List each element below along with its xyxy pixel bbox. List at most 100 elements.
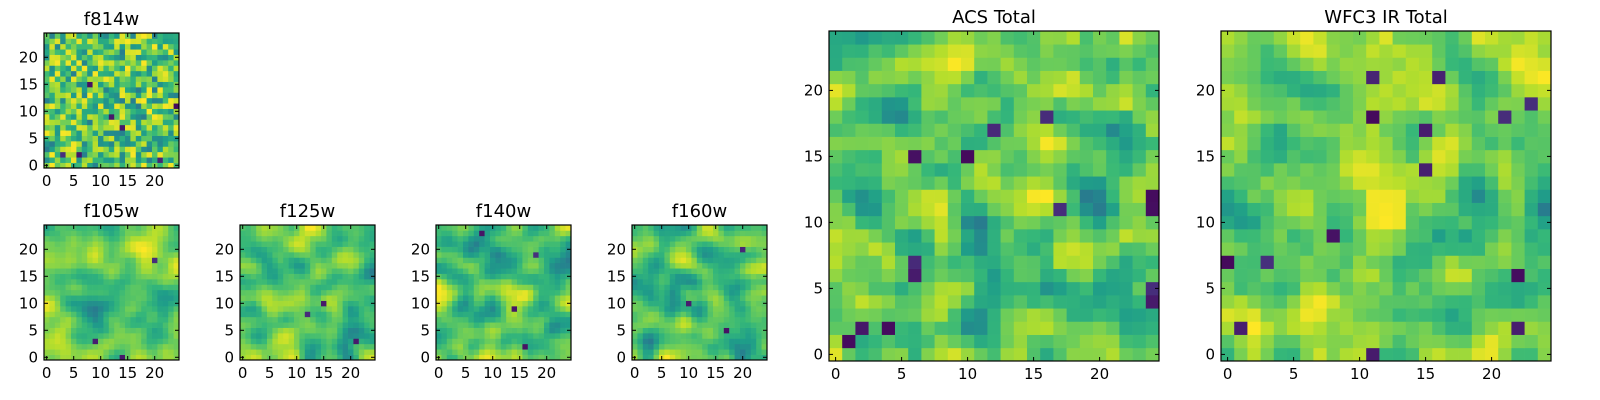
heatmap-cell xyxy=(696,327,703,334)
heatmap-cell xyxy=(294,300,300,307)
heatmap-cell xyxy=(1247,136,1261,151)
heatmap-cell xyxy=(1053,83,1067,98)
heatmap-cell xyxy=(1339,44,1354,58)
heatmap-cell xyxy=(675,252,681,258)
heatmap-cell xyxy=(560,333,566,339)
heatmap-cell xyxy=(125,108,131,115)
heatmap-cell xyxy=(54,92,61,99)
heatmap-cell xyxy=(146,162,153,169)
heatmap-cell xyxy=(484,225,491,231)
heatmap-cell xyxy=(331,343,338,350)
heatmap-cell xyxy=(1366,347,1380,362)
heatmap-cell xyxy=(76,108,83,115)
heatmap-cell xyxy=(921,347,935,362)
y-tick-label: 10 xyxy=(1196,213,1215,231)
heatmap-cell xyxy=(1511,31,1525,45)
heatmap-cell xyxy=(452,273,458,280)
heatmap-cell xyxy=(272,295,279,301)
heatmap-cell xyxy=(1145,321,1160,335)
heatmap-cell xyxy=(664,273,671,280)
heatmap-cell xyxy=(162,279,169,285)
heatmap-cell xyxy=(288,295,295,301)
heatmap-cell xyxy=(921,83,935,98)
heatmap-cell xyxy=(560,284,566,291)
heatmap-cell xyxy=(98,81,104,88)
heatmap-cell xyxy=(141,76,147,82)
heatmap-cell xyxy=(81,289,88,296)
heatmap-cell xyxy=(240,262,246,269)
heatmap-cell xyxy=(92,108,99,115)
heatmap-cell xyxy=(653,338,660,345)
heatmap-cell xyxy=(1234,31,1248,45)
heatmap-cell xyxy=(436,241,442,247)
heatmap-cell xyxy=(173,268,180,274)
heatmap-cell xyxy=(549,322,556,328)
heatmap-cell xyxy=(538,327,545,334)
heatmap-cell xyxy=(114,54,120,61)
heatmap-cell xyxy=(130,103,137,109)
heatmap-cell xyxy=(310,268,316,274)
heatmap-cell xyxy=(961,215,975,230)
heatmap-cell xyxy=(1392,242,1407,256)
heatmap-cell xyxy=(511,300,518,307)
heatmap-cell xyxy=(65,124,72,131)
heatmap-cell xyxy=(696,230,703,237)
heatmap-cell xyxy=(761,338,768,345)
heatmap-cell xyxy=(60,49,66,55)
heatmap-cell xyxy=(1093,31,1107,45)
heatmap-cell xyxy=(1524,83,1539,98)
heatmap-cell xyxy=(452,322,458,328)
heatmap-cell xyxy=(146,119,153,126)
heatmap-cell xyxy=(637,279,644,285)
heatmap-cell xyxy=(1339,57,1354,71)
heatmap-cell xyxy=(1234,255,1248,269)
heatmap-cell xyxy=(707,300,714,307)
heatmap-cell xyxy=(65,70,72,77)
heatmap-cell xyxy=(554,235,561,242)
heatmap-cell xyxy=(119,54,126,61)
heatmap-cell xyxy=(522,300,529,307)
heatmap-cell xyxy=(680,322,687,328)
heatmap-cell xyxy=(364,354,370,361)
heatmap-cell xyxy=(934,295,949,309)
heatmap-cell xyxy=(261,273,268,280)
heatmap-cell xyxy=(277,300,284,307)
heatmap-cell xyxy=(44,103,50,109)
heatmap-cell xyxy=(321,338,327,345)
heatmap-cell xyxy=(49,257,56,264)
heatmap-cell xyxy=(538,349,545,355)
x-tick-label: 20 xyxy=(145,364,164,382)
heatmap-cell xyxy=(141,241,147,247)
heatmap-cell xyxy=(1145,70,1160,85)
heatmap-cell xyxy=(468,246,475,253)
x-tick-label: 20 xyxy=(341,364,360,382)
heatmap-cell xyxy=(479,311,485,318)
heatmap-cell xyxy=(299,252,306,258)
heatmap-cell xyxy=(1273,229,1288,243)
y-tick-label: 0 xyxy=(616,348,626,366)
heatmap-cell xyxy=(283,262,289,269)
heatmap-cell xyxy=(135,273,142,280)
heatmap-cell xyxy=(114,92,120,99)
heatmap-cell xyxy=(49,97,56,104)
heatmap-cell xyxy=(146,135,153,142)
heatmap-cell xyxy=(1066,97,1081,111)
heatmap-cell xyxy=(511,268,518,274)
heatmap-cell xyxy=(119,76,126,82)
heatmap-cell xyxy=(157,268,164,274)
heatmap-cell xyxy=(729,316,735,323)
heatmap-cell xyxy=(1419,321,1433,335)
heatmap-cell xyxy=(549,252,556,258)
heatmap-cell xyxy=(103,97,110,104)
heatmap-cell xyxy=(92,300,99,307)
heatmap-cell xyxy=(98,311,104,318)
heatmap-cell xyxy=(81,343,88,350)
heatmap-cell xyxy=(240,235,246,242)
heatmap-cell xyxy=(1524,57,1539,71)
heatmap-cell xyxy=(921,321,935,335)
heatmap-cell xyxy=(895,44,909,58)
heatmap-cell xyxy=(1339,308,1354,322)
heatmap-cell xyxy=(490,295,496,301)
heatmap-cell xyxy=(522,257,529,264)
heatmap-cell xyxy=(49,343,56,350)
